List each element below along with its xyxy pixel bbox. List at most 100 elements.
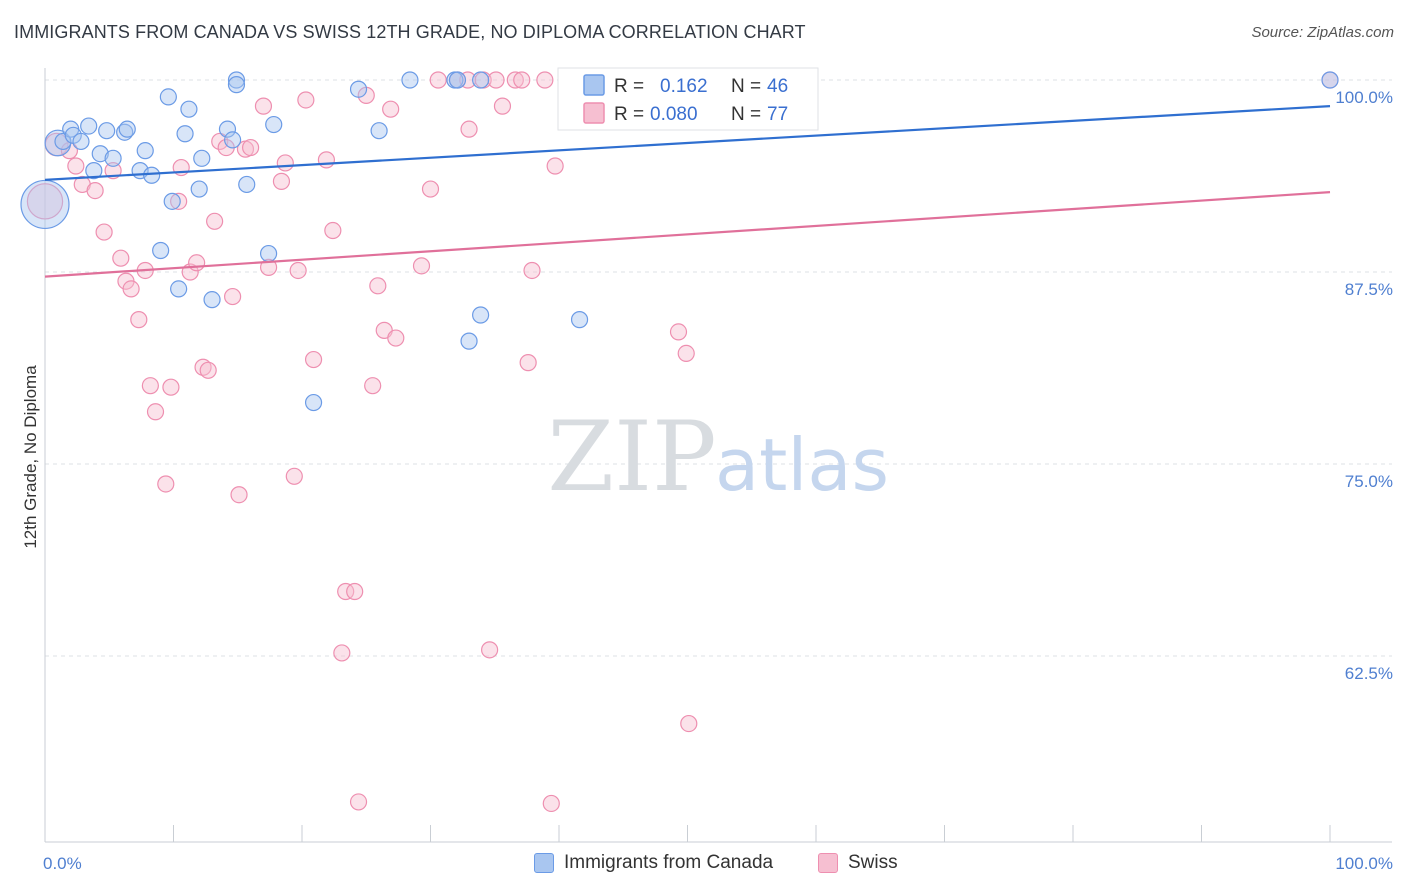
swiss-point — [523, 261, 541, 280]
canada-point — [72, 132, 90, 151]
swiss-point — [157, 475, 175, 493]
watermark: ZIP atlas — [547, 401, 889, 513]
canada-point — [85, 162, 103, 180]
swiss-point — [487, 71, 505, 89]
y-tick-label: 87.5% — [1345, 280, 1393, 299]
canada-point — [370, 122, 388, 140]
swiss-point — [304, 350, 323, 369]
canada-point — [238, 175, 256, 194]
swiss-point — [481, 641, 499, 659]
swiss-point — [546, 157, 564, 175]
canada-point — [203, 291, 221, 309]
source-label: Source: ZipAtlas.com — [1251, 24, 1394, 41]
trend-lines — [44, 105, 1331, 278]
swiss-point — [211, 132, 229, 151]
swiss-point — [421, 180, 440, 198]
canada-points — [20, 71, 1339, 412]
canada-point — [91, 145, 109, 163]
swiss-point — [297, 91, 315, 109]
swiss-point — [199, 361, 217, 379]
swiss-point — [333, 644, 351, 662]
swiss-point — [285, 467, 303, 485]
canada-point — [163, 192, 181, 210]
canada-point — [1321, 71, 1339, 89]
legend-item-canada[interactable]: Immigrants from Canada — [534, 852, 773, 874]
canada-trend-line — [44, 105, 1331, 181]
swiss-point — [224, 287, 242, 306]
x-tick-label: 100.0% — [1335, 854, 1393, 873]
swiss-point — [146, 403, 165, 421]
canada-point — [54, 132, 72, 151]
swiss-point — [170, 192, 188, 210]
canada-point — [136, 142, 154, 160]
swiss-point — [122, 280, 140, 298]
y-tick-label: 62.5% — [1345, 664, 1393, 683]
swiss-point — [346, 582, 364, 601]
swiss-point — [67, 157, 85, 175]
legend-r-value-swiss: 0.080 — [650, 104, 698, 125]
swiss-point — [387, 329, 405, 347]
y-axis-label: 12th Grade, No Diploma — [21, 365, 40, 549]
swiss-point — [162, 378, 180, 396]
watermark-atlas: atlas — [715, 423, 889, 507]
canada-point — [104, 149, 122, 167]
swiss-point — [276, 154, 294, 172]
legend-swatch-canada — [583, 74, 605, 96]
canada-point — [259, 244, 278, 263]
legend-swatch — [818, 853, 838, 873]
swiss-point — [317, 151, 336, 169]
swiss-point — [680, 714, 698, 733]
swiss-point — [188, 254, 206, 272]
canada-point — [224, 131, 242, 149]
swiss-point — [513, 71, 531, 89]
chart-title: IMMIGRANTS FROM CANADA VS SWISS 12TH GRA… — [14, 22, 806, 42]
canada-point — [176, 125, 194, 143]
axes — [44, 68, 1392, 843]
legend-item-swiss[interactable]: Swiss — [818, 852, 898, 874]
swiss-point — [289, 261, 307, 280]
canada-point — [190, 180, 208, 198]
x-tick-label: 0.0% — [43, 854, 82, 873]
swiss-point — [412, 257, 431, 275]
swiss-point — [95, 223, 113, 241]
swiss-point — [112, 249, 130, 267]
legend-box: R = 0.162 N = 46 R = 0.080 N = 77 — [557, 67, 819, 131]
canada-point — [218, 120, 237, 138]
legend-r-label-swiss: R = — [614, 104, 644, 125]
swiss-point — [26, 183, 64, 220]
legend-label-canada: Immigrants from Canada — [564, 852, 774, 873]
legend-n-label-swiss: N = — [731, 104, 761, 125]
bottom-legend: Immigrants from Canada Swiss — [0, 852, 1406, 878]
swiss-point — [369, 277, 387, 295]
canada-point — [460, 332, 478, 350]
canada-point — [98, 122, 116, 140]
watermark-zip: ZIP — [547, 401, 716, 513]
swiss-point — [130, 311, 148, 329]
canada-point — [401, 71, 419, 89]
legend-swatch-swiss — [583, 102, 605, 124]
legend-label-swiss: Swiss — [848, 852, 898, 873]
swiss-point — [542, 794, 560, 813]
legend-swatch — [534, 853, 554, 873]
tick-labels: 62.5% 75.0% 87.5% 100.0% 0.0% 100.0% — [43, 88, 1393, 873]
canada-point — [448, 71, 467, 89]
swiss-point — [349, 793, 368, 811]
swiss-trend-line — [44, 191, 1331, 278]
canada-point — [170, 280, 188, 298]
swiss-point — [206, 212, 224, 230]
swiss-point — [429, 71, 447, 89]
canada-point — [472, 71, 490, 89]
swiss-point — [337, 582, 355, 601]
canada-point — [265, 115, 283, 134]
grid-lines — [45, 79, 1392, 657]
canada-point — [143, 166, 161, 184]
swiss-point — [272, 172, 291, 190]
swiss-point — [382, 100, 400, 118]
canada-point — [116, 123, 134, 141]
canada-point — [118, 120, 136, 138]
swiss-point — [141, 377, 159, 395]
swiss-point — [364, 377, 382, 395]
canada-point — [159, 88, 177, 106]
canada-point — [570, 311, 589, 329]
swiss-point — [536, 71, 554, 89]
